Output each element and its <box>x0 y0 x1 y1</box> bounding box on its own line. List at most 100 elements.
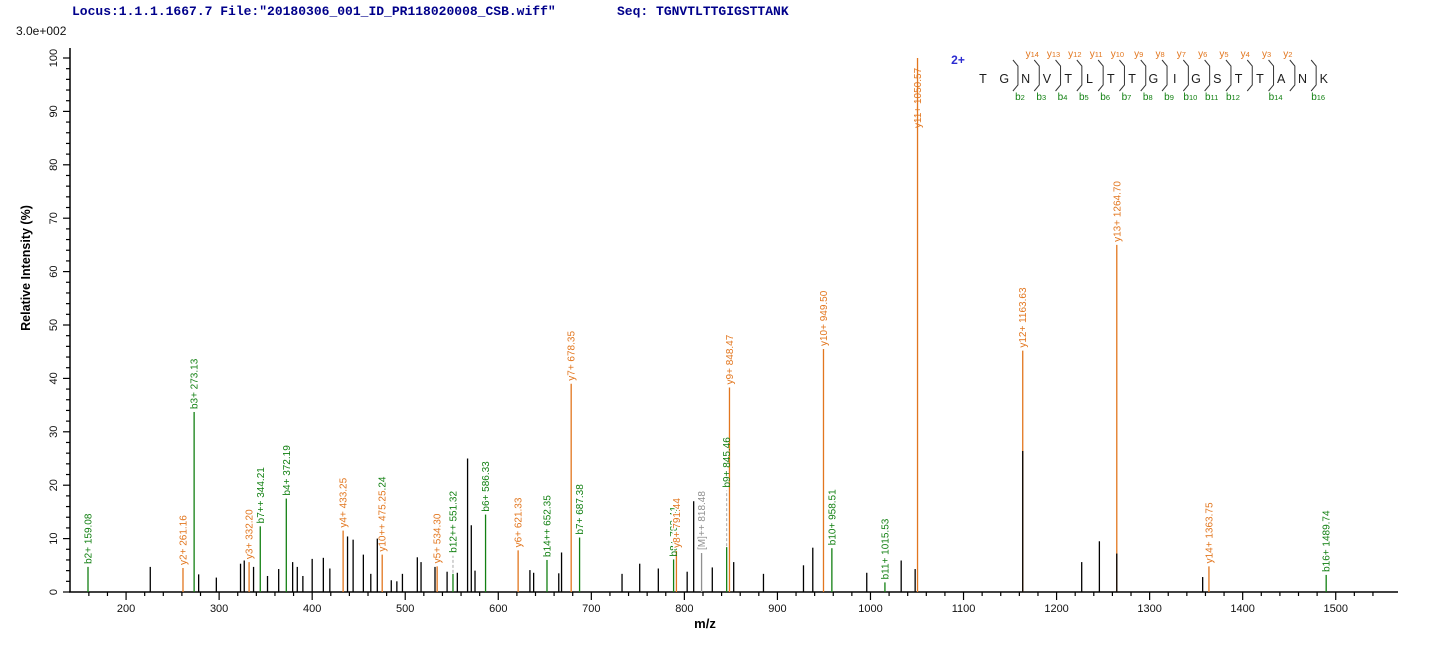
peak-label-b4+: b4+ 372.19 <box>282 445 293 496</box>
y-ion-tag-y13: y13 <box>1047 49 1060 60</box>
residue-letter: T <box>1235 72 1243 86</box>
x-tick-label: 600 <box>489 603 507 615</box>
b-ion-tag-b11: b11 <box>1205 92 1218 103</box>
y-tick-label: 80 <box>48 159 60 171</box>
fragmentation-mark <box>1076 59 1083 92</box>
peak-label-[M]++: [M]++ 818.48 <box>697 491 708 550</box>
peak-label-b12++: b12++ 551.32 <box>448 491 459 553</box>
x-tick-label: 900 <box>768 603 786 615</box>
sequence-diagram: 2+T G N V T L T T G I G S T T A N Kb2y14b3y13b4y12b5y11b… <box>951 49 1328 103</box>
x-tick-label: 1400 <box>1230 603 1254 615</box>
y-tick-label: 20 <box>48 479 60 491</box>
residue-letter: K <box>1320 72 1329 86</box>
y-ion-tag-y10: y10 <box>1111 49 1124 60</box>
label-leaders <box>452 490 728 573</box>
peak-label-y2+: y2+ 261.16 <box>178 515 189 565</box>
b-ion-tag-b9: b9 <box>1164 92 1174 103</box>
fragmentation-mark <box>1140 59 1147 92</box>
residue-letter: I <box>1173 72 1176 86</box>
x-tick-label: 700 <box>582 603 600 615</box>
b-ion-tag-b4: b4 <box>1058 92 1068 103</box>
peak-label-y13+: y13+ 1264.70 <box>1112 181 1123 242</box>
residue-letter: G <box>1191 72 1201 86</box>
x-tick-label: 400 <box>303 603 321 615</box>
residue-letter: T <box>979 72 987 86</box>
y-ion-tag-y3: y3 <box>1262 49 1271 60</box>
sequence-header-label: Seq: TGNVTLTTGIGSTTANK <box>617 4 789 19</box>
peak-label-b7++: b7++ 344.21 <box>256 467 267 524</box>
x-tick-label: 300 <box>210 603 228 615</box>
locus-file-label: Locus:1.1.1.1667.7 File:"20180306_001_ID… <box>72 4 556 19</box>
peak-label-b6+: b6+ 586.33 <box>481 461 492 512</box>
y-ion-tag-y4: y4 <box>1241 49 1250 60</box>
peak-label-b7+: b7+ 687.38 <box>575 484 586 535</box>
b-ion-tag-b8: b8 <box>1143 92 1153 103</box>
fragmentation-mark <box>1161 59 1168 92</box>
b-ion-tag-b10: b10 <box>1183 92 1197 103</box>
peak-label-b14++: b14++ 652.35 <box>542 495 553 557</box>
fragmentation-mark <box>1246 59 1253 92</box>
b-ion-tag-b14: b14 <box>1269 92 1283 103</box>
residue-letter: N <box>1021 72 1030 86</box>
b-ion-tag-b2: b2 <box>1015 92 1025 103</box>
y-ion-tag-y12: y12 <box>1068 49 1081 60</box>
y-ion-tag-y2: y2 <box>1283 49 1292 60</box>
x-tick-label: 1100 <box>952 603 976 615</box>
b-ion-tag-b3: b3 <box>1036 92 1046 103</box>
peak-label-y8+: y8+ 791.44 <box>672 498 683 548</box>
x-tick-label: 800 <box>675 603 693 615</box>
y-tick-label: 100 <box>48 49 60 67</box>
residue-letter: T <box>1064 72 1072 86</box>
x-tick-label: 200 <box>117 603 135 615</box>
fragmentation-mark <box>1055 59 1062 92</box>
peak-labels: b2+ 159.08 y2+ 261.16 b3+ 273.13 y3+ 332.20… <box>84 67 1333 579</box>
x-tick-label: 1200 <box>1044 603 1068 615</box>
fragmentation-mark <box>1097 59 1104 92</box>
b-ion-tag-b5: b5 <box>1079 92 1089 103</box>
y-tick-label: 90 <box>48 105 60 117</box>
residue-letter: G <box>1149 72 1159 86</box>
fragmentation-mark <box>1225 59 1232 92</box>
fragmentation-mark <box>1204 59 1211 92</box>
x-tick-label: 1300 <box>1137 603 1161 615</box>
y-ion-tag-y11: y11 <box>1090 49 1103 60</box>
y-tick-label: 0 <box>48 589 60 595</box>
fragmentation-mark <box>1310 59 1317 92</box>
peak-label-y9+: y9+ 848.47 <box>725 334 736 384</box>
residue-letter: V <box>1043 72 1052 86</box>
peak-label-y10+: y10+ 949.50 <box>819 290 830 346</box>
x-axis-ticks: 200 300 400 500 600 700 800 900 1000 1100 1200 1300… <box>88 592 1374 615</box>
x-tick-label: 500 <box>396 603 414 615</box>
unlabeled-peaks <box>149 458 1204 592</box>
b-ion-tag-b16: b16 <box>1311 92 1325 103</box>
fragmentation-mark <box>1033 59 1040 92</box>
peak-label-y6+: y6+ 621.33 <box>514 497 525 547</box>
co-located-peaks <box>1022 451 1118 592</box>
peak-label-b8+: b8+ 788.41 <box>669 506 680 557</box>
residue-letter: T <box>1107 72 1115 86</box>
y-axis-ticks: 0 10 20 30 40 50 60 70 80 90 100 <box>48 49 70 595</box>
peak-label-y5+: y5+ 534.30 <box>433 513 444 563</box>
y-tick-label: 40 <box>48 372 60 384</box>
precursor-charge-label: 2+ <box>951 53 965 67</box>
peak-label-y7+: y7+ 678.35 <box>567 331 578 381</box>
b-ion-tag-b12: b12 <box>1226 92 1240 103</box>
peptide-sequence: TGNVTLTTGIGSTTANK <box>656 4 789 19</box>
y-ion-tag-y9: y9 <box>1134 49 1143 60</box>
y-ion-tag-y6: y6 <box>1198 49 1207 60</box>
residue-letter: T <box>1256 72 1264 86</box>
peak-label-y14+: y14+ 1363.75 <box>1204 502 1215 563</box>
y-ion-tag-y7: y7 <box>1177 49 1186 60</box>
peak-label-b16+: b16+ 1489.74 <box>1322 510 1333 572</box>
x-axis-title: m/z <box>694 616 716 631</box>
y-tick-label: 30 <box>48 426 60 438</box>
y-ion-tag-y5: y5 <box>1219 49 1228 60</box>
seq-prefix: Seq: <box>617 4 657 19</box>
fragmentation-mark <box>1012 59 1019 92</box>
y-tick-label: 70 <box>48 212 60 224</box>
peak-label-y4+: y4+ 433.25 <box>339 477 350 527</box>
residue-letter: T <box>1128 72 1136 86</box>
residue-letter: S <box>1213 72 1221 86</box>
